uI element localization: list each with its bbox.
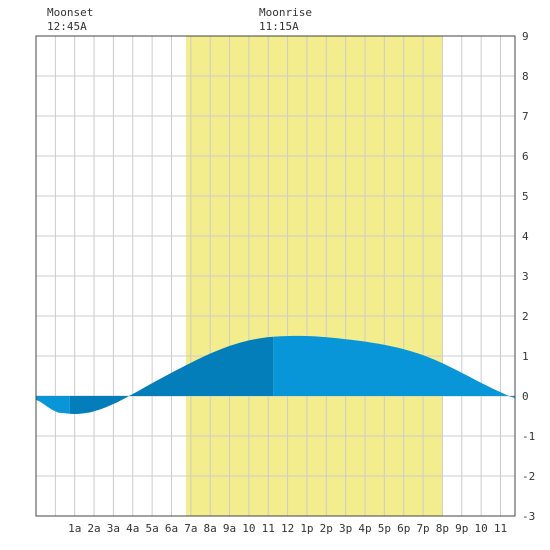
x-tick-label: 8a [204,522,217,535]
x-tick-label: 6p [397,522,410,535]
y-tick-label: -3 [522,510,535,523]
moonset-time: 12:45A [47,20,87,33]
x-tick-label: 9p [455,522,468,535]
x-tick-label: 2p [320,522,333,535]
y-tick-label: 7 [522,110,529,123]
x-tick-label: 1a [68,522,81,535]
y-tick-label: -2 [522,470,535,483]
plot-area: 1a 2a 3a 4a 5a 6a 7a 8a 9a 10 11 12 1p 2p 3p 4p 5p 6p 7p 8p… [35,30,535,535]
x-tick-label: 5p [378,522,391,535]
y-tick-label: 8 [522,70,529,83]
moon-events: Moonset 12:45A Moonrise 11:15A [47,6,312,33]
x-tick-label: 10 [242,522,255,535]
x-tick-label: 9a [223,522,236,535]
y-tick-label: 1 [522,350,529,363]
y-tick-label: 4 [522,230,529,243]
x-tick-label: 3p [339,522,352,535]
x-tick-label: 11 [494,522,507,535]
moonrise-time: 11:15A [259,20,299,33]
moonset-label: Moonset [47,6,93,19]
x-tick-label: 7p [416,522,429,535]
tide-area-segment-2 [273,335,515,398]
x-tick-label: 5a [145,522,158,535]
y-tick-label: 5 [522,190,529,203]
tide-area-segment-0 [36,396,70,414]
x-tick-label: 4p [358,522,371,535]
y-tick-label: 3 [522,270,529,283]
x-tick-label: 7a [184,522,197,535]
y-tick-label: 6 [522,150,529,163]
x-tick-label: 4a [126,522,139,535]
x-tick-label: 12 [281,522,294,535]
moonrise-label: Moonrise [259,6,312,19]
y-tick-label: 2 [522,310,529,323]
x-tick-label: 8p [436,522,449,535]
y-tick-label: 9 [522,30,529,43]
y-tick-label: 0 [522,390,529,403]
tide-area-segment-1 [69,336,274,414]
y-tick-label: -1 [522,430,535,443]
x-tick-label: 1p [300,522,313,535]
plot-frame [35,35,516,517]
x-tick-label: 3a [107,522,120,535]
x-tick-label: 2a [87,522,100,535]
x-tick-label: 10 [475,522,488,535]
x-tick-label: 11 [262,522,275,535]
x-tick-label: 6a [165,522,178,535]
